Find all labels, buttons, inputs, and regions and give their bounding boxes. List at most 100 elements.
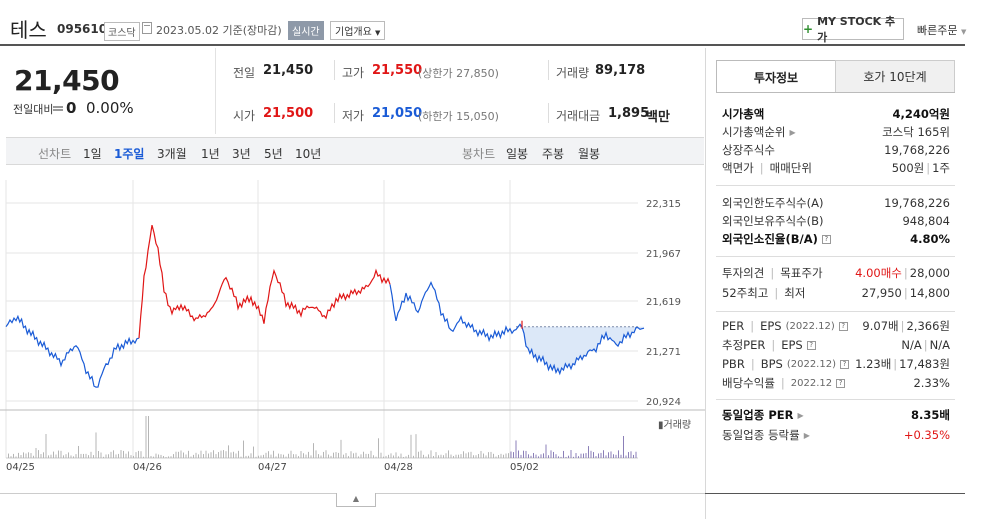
company-overview-button[interactable]: 기업개요 ▼ — [330, 21, 386, 40]
volume-bar — [423, 454, 424, 458]
volume-bar — [218, 452, 219, 458]
volume-bar — [345, 453, 347, 458]
cap-rank-label: 시가총액순위 — [722, 125, 786, 139]
price-chart[interactable]: 22,315 21,967 21,619 21,271 20,924 04/25 04/26… — [0, 170, 705, 480]
period-1w[interactable]: 1주일 — [114, 147, 145, 161]
divider — [716, 311, 955, 312]
volume-bar — [45, 434, 47, 458]
tab-invest-info[interactable]: 투자정보 — [716, 60, 836, 93]
volume-bar — [545, 444, 547, 458]
est-eps-label: EPS — [781, 338, 803, 352]
volume-bar — [535, 454, 537, 458]
volume-bar — [85, 453, 87, 458]
divider — [548, 60, 549, 80]
foreign-rate-value: 4.80% — [910, 232, 950, 246]
volume-bar — [163, 456, 164, 458]
volume-bar — [410, 434, 412, 458]
foreign-rate-row: 외국인소진율(B/A)? 4.80% — [722, 230, 950, 248]
realtime-button[interactable]: 실시간 — [288, 21, 324, 40]
volume-bar — [68, 452, 69, 458]
bps-label: BPS — [760, 357, 783, 371]
period-5y[interactable]: 5년 — [264, 147, 283, 161]
volume-bar — [25, 453, 27, 458]
volume-bar — [248, 455, 249, 458]
help-icon[interactable]: ? — [838, 321, 848, 331]
eps-period: (2022.12) — [785, 320, 835, 332]
volume-bar — [250, 453, 252, 458]
volume-bar — [363, 451, 364, 458]
cap-rank-row[interactable]: 시가총액순위 ▶ 코스닥 165위 — [722, 123, 950, 141]
volume-bar — [173, 454, 174, 458]
volume-bar — [460, 454, 462, 458]
period-1d[interactable]: 1일 — [83, 147, 102, 161]
volume-bar — [263, 454, 264, 458]
candle-monthly[interactable]: 월봉 — [578, 147, 601, 161]
volume-bar — [40, 454, 42, 458]
volume-bar — [128, 451, 129, 458]
volume-bar — [428, 454, 429, 458]
invest-info-panel: 시가총액 4,240억원 시가총액순위 ▶ 코스닥 165위 상장주식수 19,7… — [716, 92, 955, 452]
tab-hoga-10[interactable]: 호가 10단계 — [835, 60, 955, 93]
volume-bar — [525, 450, 527, 458]
y-tick-label: 21,619 — [646, 297, 681, 308]
market-cap-row: 시가총액 4,240억원 — [722, 105, 950, 123]
price-line-up — [138, 224, 391, 339]
period-10y[interactable]: 10년 — [295, 147, 322, 161]
industry-per-row[interactable]: 동일업종 PER ▶ 8.35배 — [722, 406, 950, 424]
volume-bar — [243, 440, 244, 458]
period-3y[interactable]: 3년 — [232, 147, 251, 161]
help-icon[interactable]: ? — [806, 340, 816, 350]
volume-bar — [38, 450, 39, 458]
volume-bar — [553, 451, 554, 458]
volume-bar — [23, 452, 24, 458]
volume-bar — [558, 456, 559, 458]
volume-bar — [623, 435, 624, 458]
volume-bar — [388, 454, 389, 458]
volume-bar — [498, 455, 499, 458]
volume-bar — [303, 453, 304, 458]
volume-bar — [155, 453, 157, 458]
volume-bar — [100, 452, 102, 458]
volume-bar — [280, 454, 282, 458]
y-tick-label: 21,271 — [646, 347, 681, 358]
volume-bar — [348, 456, 349, 458]
upper-limit: (상한가 27,850) — [418, 67, 499, 80]
volume-bar — [305, 454, 307, 458]
mystock-add-button[interactable]: + MY STOCK 추가 — [802, 15, 904, 44]
volume-bar — [180, 450, 182, 458]
volume-bar — [235, 453, 237, 458]
volume-bar — [308, 451, 309, 458]
change-percent: 0.00% — [86, 99, 134, 117]
volume-bar — [403, 456, 404, 458]
open-label: 시가 — [233, 109, 256, 123]
help-icon[interactable]: ? — [836, 378, 846, 388]
help-icon[interactable]: ? — [839, 359, 849, 369]
period-3m[interactable]: 3개월 — [157, 147, 187, 161]
volume-bar — [58, 450, 59, 458]
info-tabs: 투자정보 호가 10단계 — [716, 60, 955, 93]
help-icon[interactable]: ? — [821, 234, 831, 244]
volume-bar — [625, 455, 627, 458]
volume-bar — [268, 451, 269, 458]
per-value: 9.07배 — [862, 319, 899, 333]
volume-bar — [115, 454, 117, 458]
x-tick-label: 04/26 — [133, 462, 162, 473]
volume-bar — [350, 451, 352, 458]
volume-bar — [485, 455, 487, 458]
collapse-button[interactable]: ▲ — [336, 493, 376, 507]
volume-bar — [130, 455, 132, 458]
volume-bar — [465, 453, 467, 458]
opinion-value: 4.00매수 — [855, 266, 902, 280]
industry-change-row[interactable]: 동일업종 등락률 ▶ +0.35% — [722, 426, 950, 444]
volume-bar — [80, 453, 82, 458]
quick-order-button[interactable]: 빠른주문 ▼ — [917, 24, 967, 37]
divider — [705, 48, 706, 519]
volume-bar — [183, 452, 184, 458]
candle-weekly[interactable]: 주봉 — [542, 147, 565, 161]
plus-icon: + — [803, 22, 814, 36]
volume-bar — [168, 456, 169, 458]
volume-bar — [193, 454, 194, 458]
candle-daily[interactable]: 일봉 — [506, 147, 529, 161]
volume-bar — [10, 456, 12, 458]
period-1y[interactable]: 1년 — [201, 147, 220, 161]
